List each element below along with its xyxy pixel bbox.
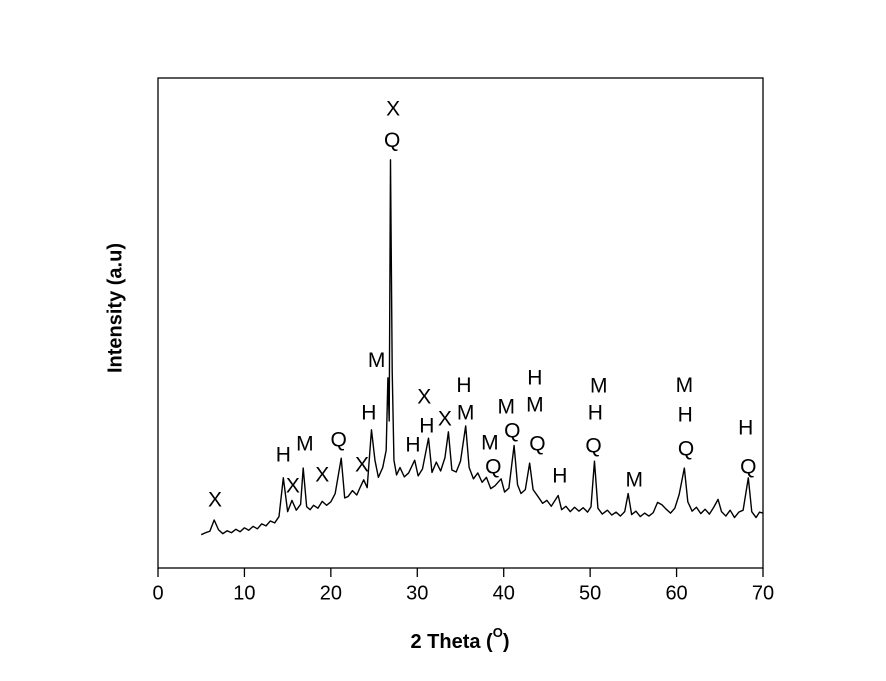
peak-label: M — [676, 374, 694, 397]
peak-label: H — [419, 414, 434, 437]
peak-label: H — [678, 404, 693, 427]
x-tick-label: 70 — [752, 582, 774, 604]
peak-label: Q — [678, 437, 694, 460]
peak-label: H — [738, 416, 753, 439]
peak-label: M — [625, 468, 643, 491]
x-title-end: ) — [503, 631, 510, 653]
x-tick-label: 50 — [579, 582, 601, 604]
plot-frame — [157, 77, 764, 569]
peak-label: X — [417, 386, 431, 409]
peak-label: M — [457, 402, 475, 425]
peak-label: H — [527, 366, 542, 389]
peak-label: Q — [504, 419, 520, 442]
peak-label: X — [286, 475, 300, 498]
peak-label: H — [588, 402, 603, 425]
x-tick-label: 0 — [152, 582, 163, 604]
peak-label: Q — [330, 429, 346, 452]
xrd-trace — [200, 159, 764, 536]
peak-label: X — [208, 488, 222, 511]
peak-label: X — [315, 463, 329, 486]
peak-label: Q — [485, 456, 501, 479]
peak-label: Q — [585, 435, 601, 458]
peak-label: X — [386, 97, 400, 120]
y-axis-title: Intensity (a.u) — [104, 243, 126, 373]
x-tick-label: 60 — [665, 582, 687, 604]
x-tick-label: 40 — [493, 582, 515, 604]
peak-label: X — [355, 454, 369, 477]
peak-label: Q — [529, 433, 545, 456]
x-title-main: 2 Theta ( — [410, 631, 493, 653]
peak-label: X — [438, 408, 452, 431]
peak-label: Q — [740, 456, 756, 479]
peak-label: H — [552, 464, 567, 487]
peak-label: H — [276, 443, 291, 466]
x-title-sup: O — [493, 625, 503, 640]
peak-label: H — [361, 402, 376, 425]
peak-label: M — [498, 395, 516, 418]
x-tick-label: 30 — [406, 582, 428, 604]
x-tick-label: 10 — [233, 582, 255, 604]
x-tick-label: 20 — [320, 582, 342, 604]
peak-label: H — [405, 434, 420, 457]
peak-label: H — [456, 374, 471, 397]
x-axis-title: 2 Theta (O) — [410, 625, 509, 653]
peak-label: M — [481, 432, 499, 455]
peak-label: M — [296, 433, 314, 456]
peak-label: M — [590, 375, 608, 398]
peak-label: M — [526, 393, 544, 416]
peak-label: M — [368, 349, 386, 372]
peak-label: Q — [384, 129, 400, 152]
